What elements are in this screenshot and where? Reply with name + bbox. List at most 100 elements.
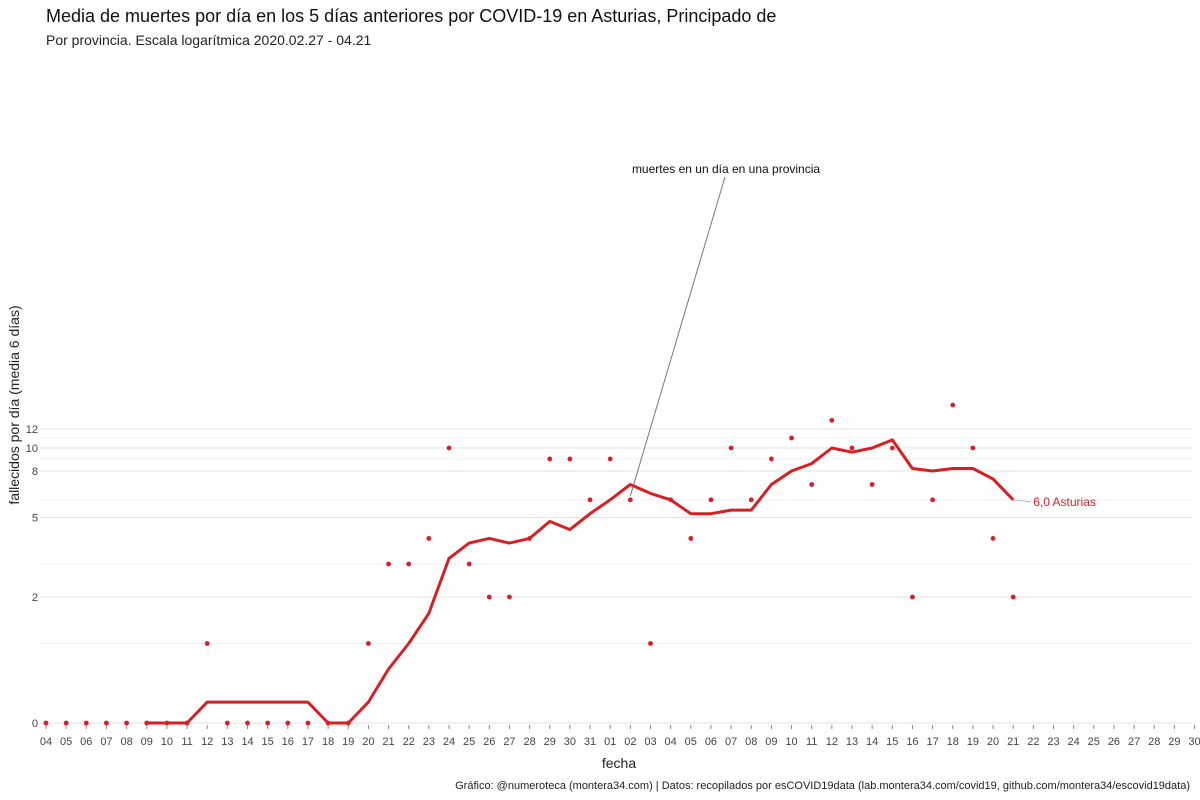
scatter-point (869, 482, 875, 487)
series-end-label: 6,0 Asturias (1033, 495, 1096, 509)
chart-subtitle: Por provincia. Escala logarítmica 2020.0… (46, 32, 372, 48)
scatter-point (829, 417, 835, 423)
scatter-point (305, 720, 311, 726)
x-tick-label: 24 (1068, 736, 1080, 748)
end-label-connector (1013, 499, 1032, 503)
scatter-point (285, 720, 291, 726)
x-axis-ticks: 04 05 06 07 08 09 10 11 12 13 14 15 16 17 18 19 20 21 22 23… (40, 725, 1200, 748)
x-tick-label: 26 (483, 736, 495, 748)
chart-caption: Gráfico: @numeroteca (montera34.com) | D… (455, 780, 1190, 792)
y-tick-label: 0 (32, 718, 38, 730)
scatter-point (789, 435, 794, 441)
scatter-point (930, 497, 935, 503)
x-tick-label: 08 (745, 736, 757, 748)
x-tick-label: 20 (362, 736, 374, 748)
scatter-point (627, 497, 633, 503)
x-tick-label: 24 (443, 736, 455, 748)
x-tick-label: 28 (1148, 736, 1160, 748)
y-axis-ticks: 0 2 5 8 10 12 (26, 424, 38, 730)
x-tick-label: 01 (604, 736, 616, 748)
x-tick-label: 10 (785, 736, 797, 748)
scatter-point (748, 497, 754, 503)
scatter-point (124, 720, 129, 726)
x-tick-label: 05 (685, 736, 697, 748)
y-axis-title: fallecidos por día (media 6 días) (6, 305, 22, 504)
x-tick-label: 17 (926, 736, 938, 748)
x-tick-label: 17 (302, 736, 314, 748)
x-tick-label: 23 (423, 736, 435, 748)
scatter-point (104, 720, 109, 726)
x-tick-label: 27 (503, 736, 515, 748)
y-tick-label: 12 (26, 424, 38, 436)
x-tick-label: 12 (201, 736, 213, 748)
scatter-point (1010, 594, 1016, 600)
scatter-point (728, 445, 734, 451)
end-label: 6,0 Asturias (1013, 495, 1096, 509)
scatter-point (587, 497, 593, 503)
scatter-point (224, 720, 230, 726)
scatter-point (567, 456, 573, 462)
x-tick-label: 30 (1188, 736, 1200, 748)
x-tick-label: 16 (906, 736, 918, 748)
scatter-point (688, 536, 694, 541)
y-tick-label: 5 (32, 513, 38, 525)
x-tick-label: 21 (1007, 736, 1019, 748)
x-tick-label: 12 (826, 736, 838, 748)
scatter-point (889, 445, 895, 451)
x-tick-label: 22 (403, 736, 415, 748)
scatter-point (486, 594, 492, 600)
scatter-point (708, 497, 714, 503)
x-tick-label: 29 (1168, 736, 1180, 748)
x-tick-label: 06 (705, 736, 717, 748)
x-axis-title: fecha (602, 755, 636, 771)
x-tick-label: 10 (161, 736, 173, 748)
x-tick-label: 22 (1027, 736, 1039, 748)
scatter-point (43, 720, 49, 726)
x-tick-label: 14 (866, 736, 878, 748)
x-tick-label: 15 (886, 736, 898, 748)
x-tick-label: 15 (262, 736, 274, 748)
chart-title: Media de muertes por día en los 5 días a… (46, 6, 777, 26)
scatter-point (386, 561, 391, 567)
x-tick-label: 28 (523, 736, 535, 748)
x-tick-label: 25 (463, 736, 475, 748)
scatter-point (83, 720, 89, 726)
scatter-point (466, 561, 472, 567)
x-tick-label: 11 (181, 736, 192, 748)
annotation: muertes en un día en una provincia (629, 162, 820, 496)
series-line-asturias (146, 438, 1015, 725)
scatter-point (245, 720, 250, 726)
x-tick-label: 13 (846, 736, 858, 748)
scatter-point (769, 456, 774, 462)
x-tick-label: 19 (967, 736, 979, 748)
scatter-point (204, 641, 210, 646)
x-tick-label: 13 (221, 736, 233, 748)
line-series (146, 438, 1015, 725)
scatter-point (910, 594, 915, 600)
scatter-point (507, 594, 512, 600)
x-tick-label: 23 (1047, 736, 1059, 748)
annotation-text: muertes en un día en una provincia (632, 162, 820, 176)
x-tick-label: 09 (141, 736, 153, 748)
scatter-point (406, 561, 412, 567)
x-tick-label: 02 (624, 736, 636, 748)
x-tick-label: 05 (60, 736, 72, 748)
x-tick-label: 26 (1108, 736, 1120, 748)
x-tick-label: 29 (544, 736, 556, 748)
scatter-point (809, 482, 815, 487)
x-tick-label: 25 (1088, 736, 1100, 748)
x-tick-label: 18 (947, 736, 959, 748)
scatter-point (607, 456, 613, 462)
x-tick-label: 30 (564, 736, 576, 748)
x-tick-label: 09 (765, 736, 777, 748)
x-tick-label: 08 (120, 736, 132, 748)
scatter-point (265, 720, 271, 726)
x-tick-label: 07 (100, 736, 112, 748)
scatter-point (547, 456, 553, 462)
scatter-points (43, 402, 1016, 726)
y-tick-label: 2 (32, 592, 38, 604)
x-tick-label: 11 (806, 736, 817, 748)
x-tick-label: 31 (584, 736, 596, 748)
x-tick-label: 27 (1128, 736, 1140, 748)
